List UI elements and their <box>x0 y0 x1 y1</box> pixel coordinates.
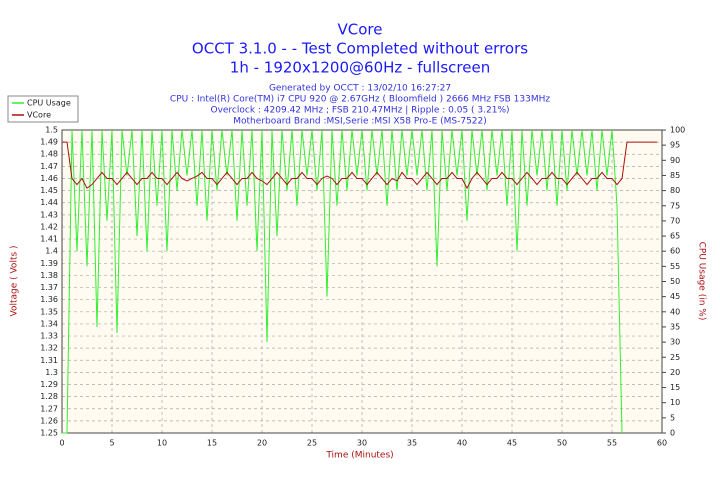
x-tick-label: 10 <box>157 439 167 448</box>
x-tick-label: 5 <box>109 439 114 448</box>
y-tick-label: 1.27 <box>40 404 58 413</box>
y-tick-label: 1.45 <box>40 186 58 195</box>
x-tick-label: 25 <box>307 439 317 448</box>
subtitle: OCCT 3.1.0 - - Test Completed without er… <box>192 40 528 58</box>
legend-label: CPU Usage <box>27 99 71 108</box>
y2-axis-label: CPU Usage (in %) <box>697 242 707 321</box>
x-tick-label: 20 <box>257 439 267 448</box>
y2-tick-label: 45 <box>670 292 680 301</box>
y2-tick-label: 15 <box>670 383 680 392</box>
y2-tick-label: 60 <box>670 247 680 256</box>
y-tick-label: 1.42 <box>40 222 58 231</box>
subtitle: 1h - 1920x1200@60Hz - fullscreen <box>230 59 490 77</box>
x-tick-label: 60 <box>657 439 667 448</box>
x-tick-label: 50 <box>557 439 567 448</box>
y2-tick-label: 50 <box>670 277 680 286</box>
y2-tick-label: 10 <box>670 398 680 407</box>
y2-tick-label: 30 <box>670 338 680 347</box>
y2-tick-label: 40 <box>670 307 680 316</box>
y-tick-label: 1.49 <box>40 138 58 147</box>
y-tick-label: 1.34 <box>40 319 58 328</box>
y2-tick-label: 80 <box>670 186 680 195</box>
y-tick-label: 1.33 <box>40 332 58 341</box>
y-tick-label: 1.29 <box>40 380 58 389</box>
y-tick-label: 1.46 <box>40 174 58 183</box>
y-axis-label: Voltage ( Volts ) <box>10 245 20 316</box>
y2-tick-label: 25 <box>670 353 680 362</box>
x-tick-label: 30 <box>357 439 367 448</box>
y2-tick-label: 100 <box>670 126 685 135</box>
y-tick-label: 1.39 <box>40 259 58 268</box>
y-tick-label: 1.28 <box>40 392 58 401</box>
y2-tick-label: 75 <box>670 201 680 210</box>
y-tick-label: 1.5 <box>45 126 58 135</box>
y-tick-label: 1.3 <box>45 368 58 377</box>
x-axis-label: Time (Minutes) <box>325 451 393 461</box>
y2-tick-label: 55 <box>670 262 680 271</box>
y-tick-label: 1.48 <box>40 150 58 159</box>
y2-tick-label: 70 <box>670 216 680 225</box>
x-tick-label: 55 <box>607 439 617 448</box>
info: Overclock : 4209.42 MHz ; FSB 210.47MHz … <box>210 106 509 116</box>
series-line <box>62 141 657 190</box>
x-tick-label: 0 <box>59 439 64 448</box>
y-tick-label: 1.41 <box>40 235 58 244</box>
y-tick-label: 1.32 <box>40 344 58 353</box>
x-tick-label: 40 <box>457 439 467 448</box>
y-tick-label: 1.26 <box>40 416 58 425</box>
legend-label: VCore <box>27 111 51 120</box>
x-tick-label: 15 <box>207 439 217 448</box>
y2-tick-label: 95 <box>670 141 680 150</box>
y2-tick-label: 0 <box>670 429 675 438</box>
x-tick-label: 45 <box>507 439 517 448</box>
y-tick-label: 1.35 <box>40 307 58 316</box>
y2-tick-label: 35 <box>670 322 680 331</box>
x-tick-label: 35 <box>407 439 417 448</box>
y-tick-label: 1.37 <box>40 283 58 292</box>
y-tick-label: 1.4 <box>45 247 58 256</box>
info: Generated by OCCT : 13/02/10 16:27:27 <box>269 84 451 94</box>
y2-tick-label: 90 <box>670 156 680 165</box>
y-tick-label: 1.43 <box>40 210 58 219</box>
info: CPU : Intel(R) Core(TM) i7 CPU 920 @ 2.6… <box>170 95 550 105</box>
y2-tick-label: 85 <box>670 171 680 180</box>
series-line <box>62 129 623 434</box>
y-tick-label: 1.47 <box>40 162 58 171</box>
y2-tick-label: 20 <box>670 368 680 377</box>
y-tick-label: 1.36 <box>40 295 58 304</box>
y2-tick-label: 65 <box>670 232 680 241</box>
y-tick-label: 1.25 <box>40 429 58 438</box>
legend <box>7 95 79 123</box>
chart-title: VCore <box>338 21 383 39</box>
y-tick-label: 1.44 <box>40 198 58 207</box>
y-tick-label: 1.38 <box>40 271 58 280</box>
info: Motherboard Brand :MSI,Serie :MSI X58 Pr… <box>233 117 487 127</box>
y2-tick-label: 5 <box>670 413 675 422</box>
y-tick-label: 1.31 <box>40 356 58 365</box>
